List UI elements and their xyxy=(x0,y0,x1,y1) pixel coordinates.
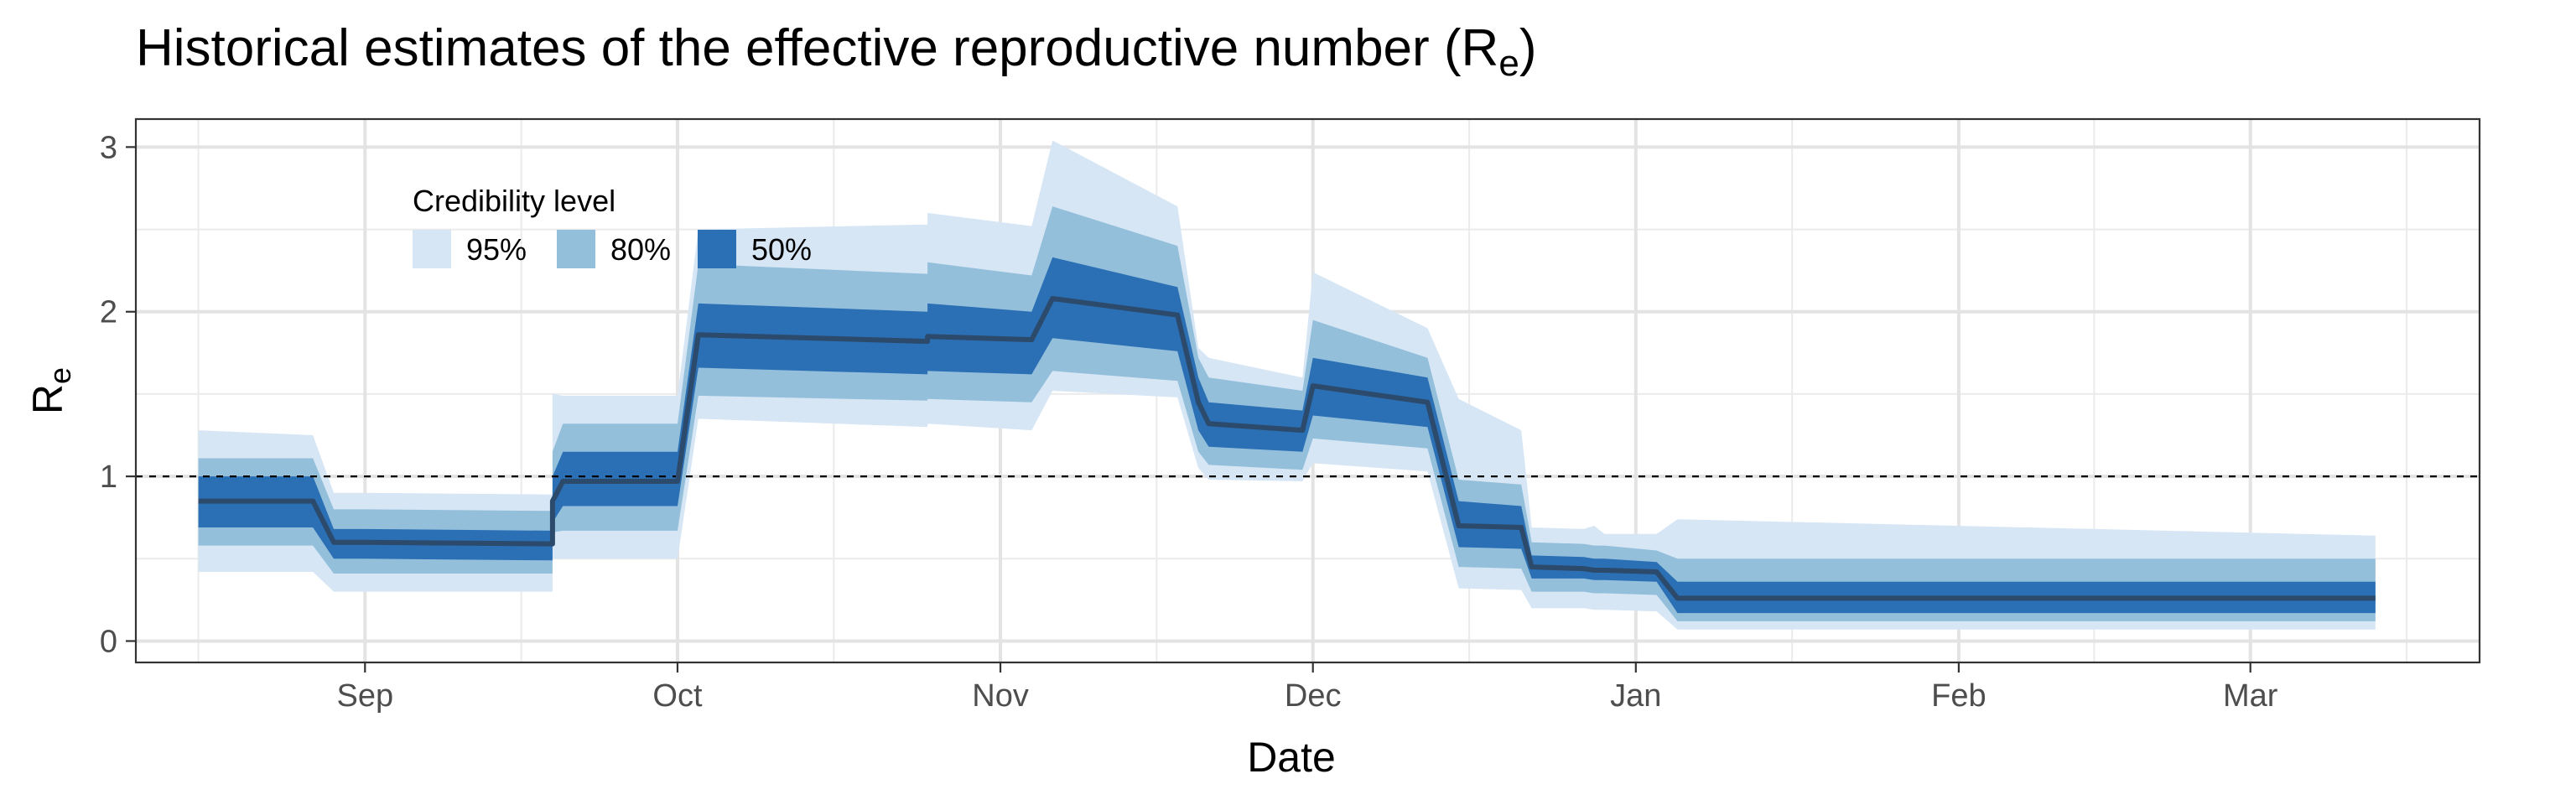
y-tick-label: 0 xyxy=(100,624,117,659)
y-tick-label: 3 xyxy=(100,130,117,165)
x-tick-label: Feb xyxy=(1931,678,1986,714)
legend: Credibility level 95% 80% 50% xyxy=(413,184,812,268)
median-line xyxy=(198,296,2376,601)
y-axis: 0 1 2 3 xyxy=(100,130,136,659)
x-tick-label: Oct xyxy=(652,678,703,714)
x-tick-label: Mar xyxy=(2223,678,2278,714)
x-axis: Sep Oct Nov Dec Jan Feb Mar xyxy=(336,662,2278,714)
median-line-group xyxy=(198,296,2376,601)
legend-key-95 xyxy=(413,230,451,268)
y-tick-label: 1 xyxy=(100,460,117,495)
legend-key-80 xyxy=(557,230,595,268)
legend-key-50 xyxy=(698,230,736,268)
plot-border xyxy=(134,117,2481,664)
y-tick-label: 2 xyxy=(100,295,117,330)
legend-label: 80% xyxy=(610,232,671,267)
credibility-bands xyxy=(198,140,2376,630)
x-tick-label: Sep xyxy=(336,678,393,714)
x-tick-label: Dec xyxy=(1285,678,1342,714)
legend-label: 50% xyxy=(751,232,812,267)
band-95 xyxy=(198,140,2376,630)
x-tick-label: Nov xyxy=(972,678,1029,714)
x-axis-title: Date xyxy=(1247,734,1336,781)
x-tick-label: Jan xyxy=(1610,678,1661,714)
legend-label: 95% xyxy=(466,232,527,267)
chart-title: Historical estimates of the effective re… xyxy=(136,19,1536,84)
band-50 xyxy=(198,257,2376,614)
y-axis-title: Re xyxy=(24,367,77,414)
legend-title: Credibility level xyxy=(413,184,615,218)
